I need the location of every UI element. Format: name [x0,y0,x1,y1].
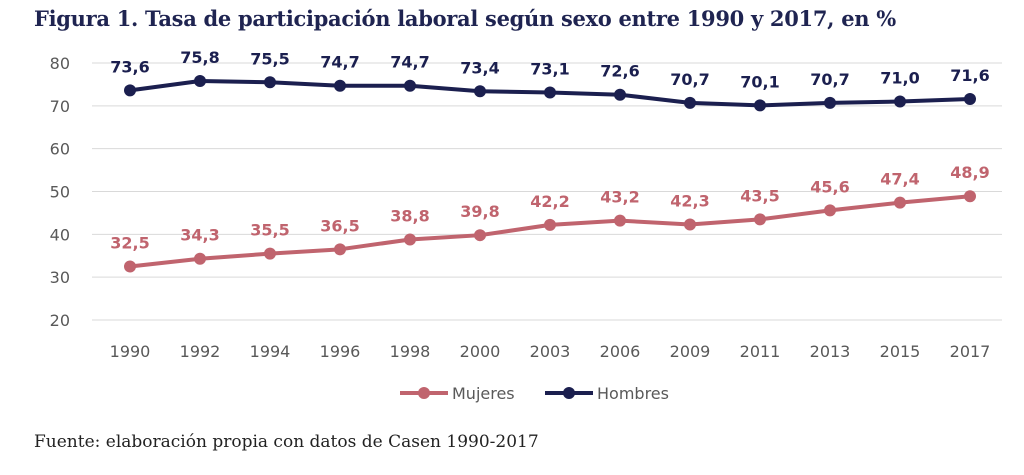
hombres-point [964,92,976,105]
y-tick-label: 80 [50,54,70,73]
y-tick-label: 60 [50,140,70,159]
y-tick-label: 40 [50,225,70,244]
mujeres-legend-marker [418,387,430,399]
mujeres-data-label: 32,5 [110,233,149,252]
hombres-point [334,79,346,92]
hombres-data-label: 74,7 [390,53,429,72]
mujeres-data-label: 42,3 [670,191,709,210]
mujeres-point [264,247,276,260]
mujeres-point [334,243,346,256]
hombres-point [124,84,136,97]
mujeres-data-label: 45,6 [810,177,849,196]
mujeres-point [614,214,626,227]
hombres-point [264,76,276,89]
hombres-point [544,86,556,99]
hombres-legend-label: Hombres [597,384,669,403]
chart-title: Figura 1. Tasa de participación laboral … [34,6,896,31]
source-note: Fuente: elaboración propia con datos de … [34,432,539,452]
x-tick-label: 2013 [810,342,851,361]
mujeres-point [824,204,836,217]
x-tick-label: 1994 [250,342,291,361]
mujeres-legend-label: Mujeres [452,384,515,403]
x-tick-label: 1992 [180,342,221,361]
y-tick-label: 20 [50,311,70,330]
hombres-point [404,79,416,92]
mujeres-point [754,213,766,226]
x-tick-label: 2006 [600,342,641,361]
mujeres-point [124,260,136,273]
mujeres-point [894,196,906,209]
hombres-point [754,99,766,112]
mujeres-data-label: 38,8 [390,206,429,225]
y-tick-label: 70 [50,97,70,116]
mujeres-point [194,252,206,265]
hombres-point [684,96,696,109]
mujeres-data-label: 43,2 [600,188,639,207]
x-tick-label: 1990 [110,342,151,361]
hombres-point [474,85,486,98]
hombres-data-label: 73,1 [530,60,569,79]
hombres-data-label: 70,7 [810,70,849,89]
hombres-data-label: 71,6 [950,66,989,85]
hombres-data-label: 71,0 [880,69,919,88]
mujeres-point [404,233,416,246]
hombres-point [194,74,206,87]
mujeres-data-label: 47,4 [880,170,919,189]
line-chart: 20 30 40 50 60 70 80 1990 1992 1994 1996 1998 2000 20… [50,48,1002,403]
mujeres-point [964,190,976,203]
x-tick-label: 2017 [950,342,991,361]
hombres-data-label: 72,6 [600,62,639,81]
x-tick-label: 1998 [390,342,431,361]
hombres-legend-marker [563,387,575,399]
y-tick-label: 30 [50,268,70,287]
mujeres-point [544,218,556,231]
mujeres-data-label: 48,9 [950,163,989,182]
x-tick-label: 1996 [320,342,361,361]
hombres-point [824,96,836,109]
x-tick-label: 2003 [530,342,571,361]
x-tick-label: 2009 [670,342,711,361]
hombres-data-label: 75,5 [250,49,289,68]
mujeres-data-label: 34,3 [180,226,219,245]
hombres-data-label: 70,1 [740,72,779,91]
hombres-data-label: 74,7 [320,53,359,72]
x-tick-label: 2011 [740,342,781,361]
x-tick-label: 2000 [460,342,501,361]
mujeres-point [474,229,486,242]
x-tick-label: 2015 [880,342,921,361]
hombres-point [894,95,906,108]
mujeres-data-label: 42,2 [530,192,569,211]
y-tick-label: 50 [50,183,70,202]
mujeres-data-label: 39,8 [460,202,499,221]
mujeres-data-label: 36,5 [320,216,359,235]
hombres-data-label: 75,8 [180,48,219,67]
mujeres-point [684,218,696,231]
hombres-point [614,88,626,101]
hombres-data-label: 73,6 [110,57,149,76]
mujeres-data-label: 35,5 [250,221,289,240]
hombres-data-label: 73,4 [460,58,499,77]
hombres-data-label: 70,7 [670,70,709,89]
mujeres-data-label: 43,5 [740,186,779,205]
